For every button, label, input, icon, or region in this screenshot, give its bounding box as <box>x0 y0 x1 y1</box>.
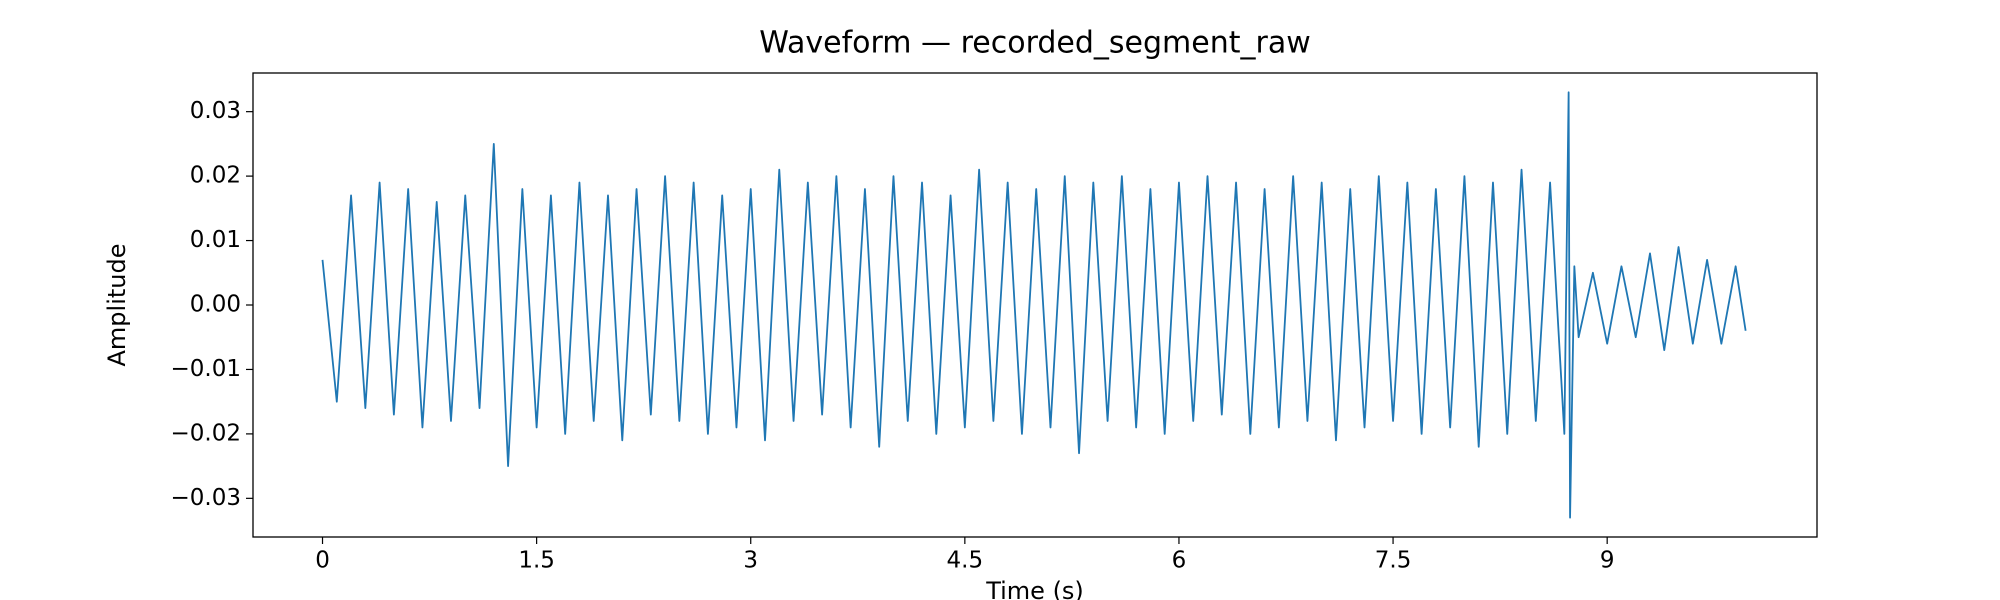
y-tick-label: 0.01 <box>190 227 241 253</box>
x-tick-label: 7.5 <box>1375 548 1412 574</box>
y-axis-label: Amplitude <box>103 244 131 367</box>
waveform-line <box>321 91 1747 519</box>
y-tick-label: 0.00 <box>190 292 241 318</box>
chart-title: Waveform — recorded_segment_raw <box>759 26 1311 61</box>
x-tick-label: 3 <box>743 548 758 574</box>
x-axis-label: Time (s) <box>985 577 1084 600</box>
x-tick-label: 1.5 <box>518 548 555 574</box>
x-tick-label: 4.5 <box>947 548 984 574</box>
plot-frame <box>252 72 1818 538</box>
x-tick-label: 0 <box>315 548 330 574</box>
y-tick-label: −0.01 <box>171 356 241 382</box>
x-tick-label: 9 <box>1600 548 1615 574</box>
y-tick-label: 0.03 <box>190 98 241 124</box>
y-tick-label: 0.02 <box>190 163 241 189</box>
y-tick-label: −0.03 <box>171 485 241 511</box>
y-tick-label: −0.02 <box>171 420 241 446</box>
x-tick-label: 6 <box>1172 548 1187 574</box>
